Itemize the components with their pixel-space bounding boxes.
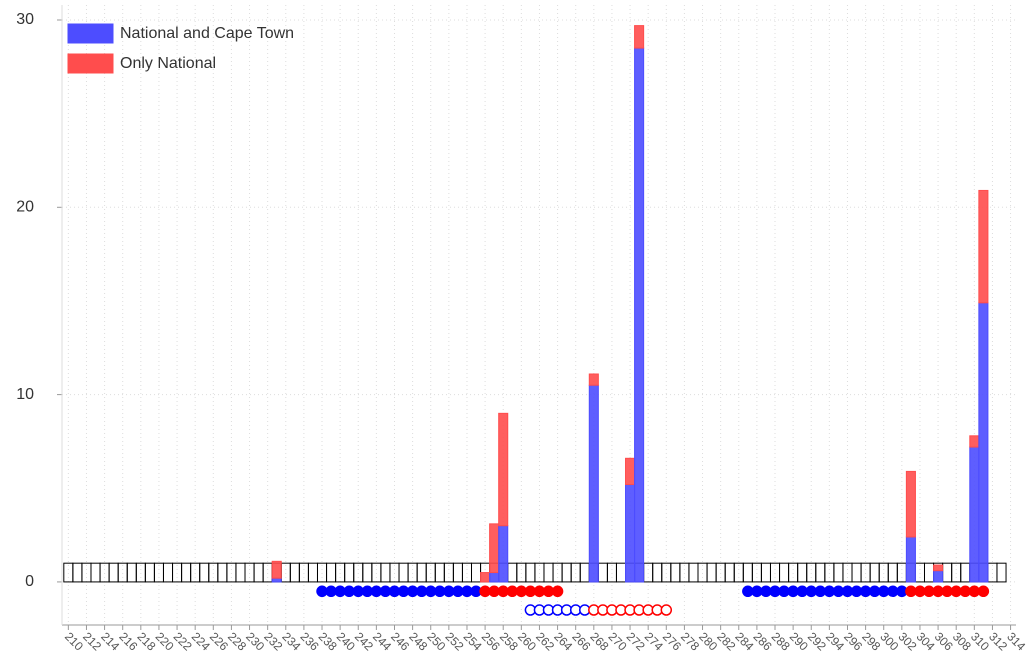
outline-box: [960, 562, 971, 583]
period-dot: [660, 604, 673, 616]
bar: [905, 536, 916, 583]
outline-box: [199, 562, 210, 583]
outline-box: [670, 562, 681, 583]
bar: [978, 189, 989, 304]
outline-box: [289, 562, 300, 583]
outline-box: [253, 562, 264, 583]
outline-box: [760, 562, 771, 583]
outline-box: [706, 562, 717, 583]
outline-box: [851, 562, 862, 583]
period-dot: [977, 585, 990, 598]
outline-box: [561, 562, 572, 583]
legend-swatch: [67, 53, 114, 74]
period-dot: [551, 585, 564, 598]
bar: [480, 572, 491, 583]
outline-box: [90, 562, 101, 583]
outline-box: [525, 562, 536, 583]
bar: [969, 435, 980, 448]
outline-box: [688, 562, 699, 583]
outline-box: [126, 562, 137, 583]
y-tick-label: 20: [16, 199, 34, 216]
outline-box: [162, 562, 174, 583]
bar: [498, 412, 509, 527]
legend-label: National and Cape Town: [120, 25, 294, 42]
outline-box: [362, 562, 373, 583]
bar: [933, 564, 944, 572]
bar: [978, 302, 989, 583]
outline-box: [996, 562, 1007, 583]
outline-box: [942, 562, 953, 583]
outline-box: [579, 562, 590, 583]
outline-box: [144, 562, 155, 583]
bar: [905, 470, 916, 538]
bar: [969, 446, 980, 583]
bar: [634, 25, 645, 49]
outline-box: [380, 562, 391, 583]
legend-swatch: [67, 23, 114, 44]
outline-box: [344, 562, 355, 583]
outline-box: [833, 562, 844, 583]
x-tick-label: 314: [1004, 629, 1028, 653]
outline-box: [72, 562, 83, 583]
bar: [498, 525, 509, 583]
legend-label: Only National: [120, 55, 216, 72]
bar: [933, 570, 944, 583]
bar: [625, 484, 636, 583]
y-tick-label: 30: [16, 11, 34, 28]
outline-box: [615, 562, 627, 583]
outline-box: [326, 562, 337, 583]
outline-box: [543, 562, 554, 583]
outline-box: [108, 562, 119, 583]
outline-box: [307, 562, 318, 583]
outline-box: [779, 562, 790, 583]
outline-box: [652, 562, 663, 583]
y-tick-label: 10: [16, 386, 34, 403]
outline-box: [235, 562, 246, 583]
outline-box: [217, 562, 228, 583]
y-tick-label: 0: [25, 573, 34, 590]
bar: [588, 373, 599, 386]
bar: [489, 523, 500, 574]
outline-box: [869, 562, 880, 583]
outline-box: [471, 562, 482, 583]
outline-box: [597, 562, 608, 583]
bar: [271, 577, 282, 583]
outline-box: [887, 562, 898, 583]
outline-box: [452, 562, 463, 583]
bar: [271, 560, 282, 579]
outline-box: [416, 562, 427, 583]
outline-box: [507, 562, 518, 583]
bar: [588, 384, 599, 583]
bar: [634, 47, 645, 583]
outline-box: [815, 562, 826, 583]
outline-box: [742, 562, 753, 583]
outline-box: [398, 562, 409, 583]
bar: [489, 572, 500, 583]
bar: [625, 457, 636, 486]
outline-box: [434, 562, 445, 583]
outline-box: [797, 562, 808, 583]
outline-box: [724, 562, 735, 583]
outline-box: [923, 562, 935, 583]
outline-box: [181, 562, 192, 583]
